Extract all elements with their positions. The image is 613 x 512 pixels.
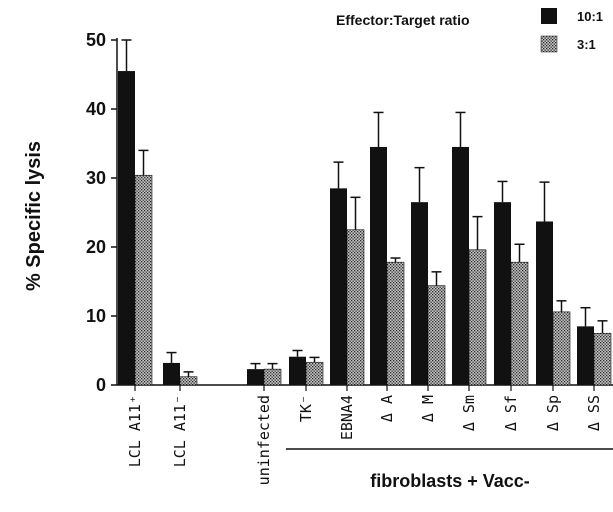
bar-10-1-1 — [163, 362, 180, 385]
y-tick-label: 0 — [96, 375, 106, 395]
legend-title: Effector:Target ratio — [336, 12, 470, 28]
x-tick-label: Δ Sm — [460, 395, 478, 431]
bar-10-1-8 — [452, 146, 469, 385]
x-tick-label: Δ Sf — [502, 395, 520, 431]
bar-3-1-11 — [593, 332, 612, 386]
x-tick-label: LCL A11⁺ — [126, 395, 144, 467]
bar-10-1-4 — [289, 356, 306, 385]
x-tick-labels: LCL A11⁺ LCL A11⁻ uninfected TK⁻ EBNA4 Δ A Δ M… — [126, 385, 603, 485]
legend: Effector:Target ratio 10:1 3:1 — [336, 8, 603, 53]
bar-3-1-3 — [263, 368, 282, 386]
bar-10-1-10 — [536, 221, 553, 385]
bar-3-1-9 — [510, 261, 529, 386]
x-tick-label: Δ A — [378, 395, 396, 422]
legend-label-10-1: 10:1 — [577, 9, 603, 24]
bar-3-1-1 — [179, 376, 198, 386]
bar-3-1-5 — [346, 229, 365, 386]
y-tick-label: 50 — [86, 30, 106, 50]
bar-3-1-4 — [305, 361, 324, 386]
legend-swatch-10-1 — [541, 8, 557, 24]
bars — [118, 39, 612, 386]
bar-10-1-0 — [118, 71, 135, 386]
legend-swatch-3-1 — [540, 35, 558, 53]
group-label: fibroblasts + Vacc- — [370, 471, 530, 491]
x-tick-label: LCL A11⁻ — [171, 395, 189, 467]
x-tick-label: TK⁻ — [297, 395, 315, 422]
axes: 0 10 20 30 40 50 — [86, 30, 613, 395]
bar-10-1-6 — [370, 146, 387, 385]
bar-10-1-11 — [577, 326, 594, 385]
x-tick-label: Δ Sp — [544, 395, 562, 431]
y-axis-label: % Specific lysis — [23, 141, 45, 291]
bar-3-1-7 — [427, 285, 446, 386]
bar-3-1-10 — [552, 311, 571, 386]
x-tick-label: Δ SS — [585, 395, 603, 431]
x-tick-label: Δ M — [419, 395, 437, 422]
y-tick-label: 40 — [86, 99, 106, 119]
bar-10-1-3 — [247, 369, 264, 385]
bar-3-1-0 — [134, 174, 153, 386]
y-tick-label: 30 — [86, 168, 106, 188]
x-tick-label: EBNA4 — [338, 395, 356, 440]
bar-10-1-9 — [494, 202, 511, 385]
x-tick-label: uninfected — [255, 395, 273, 485]
y-tick-label: 10 — [86, 306, 106, 326]
legend-label-3-1: 3:1 — [577, 37, 596, 52]
bar-3-1-8 — [468, 249, 487, 386]
bar-3-1-6 — [386, 261, 405, 386]
y-tick-label: 20 — [86, 237, 106, 257]
bar-10-1-5 — [330, 188, 347, 385]
bar-10-1-7 — [411, 202, 428, 385]
